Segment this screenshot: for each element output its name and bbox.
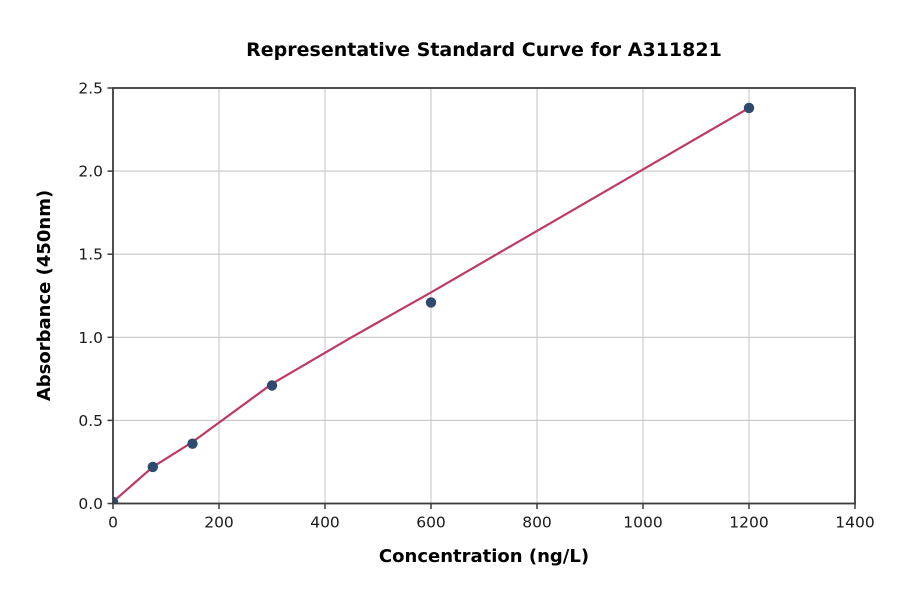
- data-point: [113, 496, 119, 504]
- fit-line: [113, 106, 751, 503]
- data-point: [187, 438, 198, 449]
- x-tick-label: 1000: [623, 514, 662, 532]
- y-tick-label: 1.5: [78, 246, 103, 264]
- y-tick-label: 1.0: [78, 329, 103, 347]
- y-tick-label: 2.0: [78, 163, 103, 181]
- grid-layer: [113, 87, 856, 504]
- axes-layer: 0 200 400 600 800 1000 1200 1400 0.0 0.5 1.0 1.5 2.0…: [78, 80, 874, 532]
- x-tick-label: 600: [416, 514, 446, 532]
- plot-frame: [112, 87, 856, 505]
- x-tick-label: 0: [108, 514, 118, 532]
- x-axis-label: Concentration (ng/L): [379, 546, 589, 567]
- data-point: [743, 102, 755, 114]
- y-axis-label: Absorbance (450nm): [34, 190, 55, 401]
- x-tick-label: 800: [522, 514, 552, 532]
- data-point: [266, 380, 278, 391]
- x-tick-label: 400: [310, 514, 340, 532]
- x-tick-label: 1200: [729, 514, 768, 532]
- chart-title: Representative Standard Curve for A31182…: [246, 39, 722, 61]
- y-tick-label: 2.5: [78, 80, 103, 98]
- x-tick-label: 1400: [835, 514, 874, 532]
- data-point: [425, 297, 437, 308]
- data-point: [147, 461, 158, 473]
- y-tick-label: 0.5: [78, 412, 103, 430]
- y-tick-label: 0.0: [78, 495, 103, 513]
- x-tick-label: 200: [204, 514, 234, 532]
- data-layer: [113, 102, 755, 504]
